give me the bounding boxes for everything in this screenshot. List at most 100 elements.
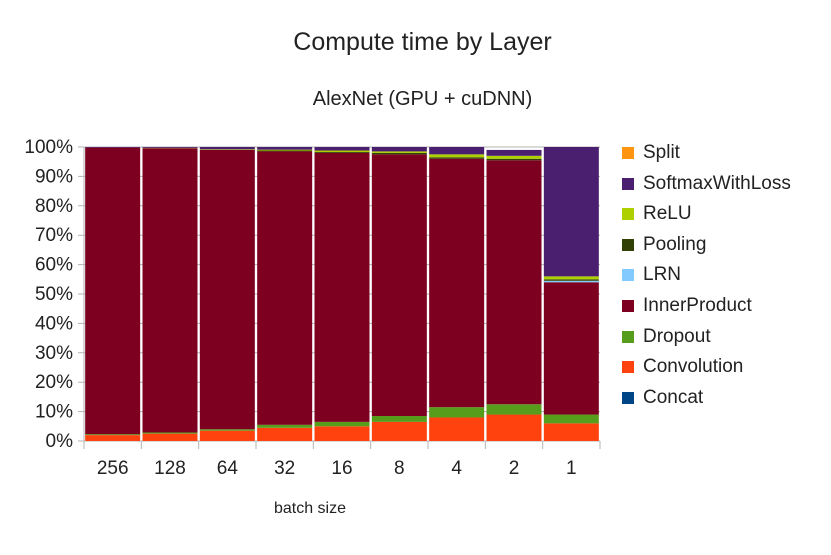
bar-convolution-8	[371, 421, 427, 441]
bar-convolution-64	[199, 430, 255, 441]
bar-dropout-8	[371, 416, 427, 422]
x-axis-label: batch size	[273, 500, 347, 517]
legend-label: Convolution	[643, 356, 744, 378]
y-tick-label: 90%	[35, 166, 73, 187]
bar-softmaxwithloss-4	[429, 147, 485, 155]
bar-convolution-16	[314, 426, 370, 441]
bar-innerproduct-64	[199, 149, 255, 430]
legend-item-innerproduct: InnerProduct	[622, 295, 752, 316]
legend-swatch	[622, 238, 634, 251]
legend-item-dropout: Dropout	[622, 325, 711, 347]
legend-item-pooling: Pooling	[622, 234, 706, 255]
bar-pooling-1	[543, 279, 599, 281]
y-tick-label: 20%	[35, 372, 73, 393]
x-tick-label: 32	[274, 458, 295, 479]
y-tick-label: 80%	[35, 196, 73, 217]
x-tick-label: 8	[394, 458, 405, 479]
bar-softmaxwithloss-1	[543, 147, 599, 277]
bar-dropout-4	[429, 407, 485, 418]
bar-lrn-1	[543, 280, 599, 283]
bar-softmaxwithloss-8	[371, 147, 427, 152]
y-tick-label: 10%	[35, 402, 73, 423]
chart-title: Compute time by Layer	[293, 28, 552, 56]
legend-item-lrn: LRN	[622, 264, 682, 286]
bar-innerproduct-8	[371, 154, 427, 417]
bar-relu-4	[429, 154, 485, 158]
bar-dropout-1	[543, 414, 599, 424]
bar-softmaxwithloss-16	[314, 147, 370, 151]
bar-pooling-4	[429, 157, 485, 159]
bar-convolution-2	[486, 414, 542, 441]
bar-innerproduct-256	[85, 147, 141, 435]
bar-convolution-128	[142, 433, 198, 441]
bar-innerproduct-128	[142, 148, 198, 433]
bar-dropout-64	[199, 429, 255, 431]
legend-item-softmaxwithloss: SoftmaxWithLoss	[622, 172, 791, 194]
bar-relu-32	[257, 149, 313, 151]
bar-relu-64	[199, 149, 255, 150]
bar-pooling-16	[314, 151, 370, 153]
x-tick-label: 16	[331, 458, 352, 479]
chart-subtitle: AlexNet (GPU + cuDNN)	[312, 88, 533, 110]
legend-swatch	[622, 208, 634, 221]
legend-item-concat: Concat	[622, 386, 704, 408]
legend-swatch	[622, 300, 634, 312]
bar-convolution-32	[257, 427, 313, 441]
x-tick-label: 4	[451, 458, 462, 479]
y-tick-label: 100%	[24, 137, 73, 158]
bar-relu-8	[371, 151, 427, 153]
x-tick-label: 64	[217, 458, 239, 479]
legend-swatch	[622, 177, 634, 190]
bar-dropout-32	[257, 424, 313, 428]
bar-softmaxwithloss-128	[142, 147, 198, 148]
legend-swatch	[622, 330, 634, 343]
bar-convolution-1	[543, 423, 599, 441]
x-tick-label: 2	[509, 458, 520, 479]
legend-label: Dropout	[643, 325, 711, 347]
y-tick-label: 70%	[35, 225, 73, 246]
legend-item-split: Split	[622, 142, 680, 163]
legend-label: Split	[643, 142, 680, 163]
y-tick-label: 0%	[46, 431, 74, 452]
legend-item-convolution: Convolution	[622, 356, 744, 378]
y-tick-label: 30%	[35, 343, 73, 364]
bar-pooling-2	[486, 158, 542, 161]
bar-relu-2	[486, 155, 542, 159]
bar-softmaxwithloss-2	[486, 149, 542, 156]
x-tick-label: 256	[97, 458, 129, 479]
bar-innerproduct-16	[314, 152, 370, 422]
bar-dropout-256	[85, 434, 141, 436]
legend-label: InnerProduct	[643, 295, 752, 316]
bar-dropout-128	[142, 432, 198, 434]
y-tick-label: 50%	[35, 284, 73, 305]
legend-label: LRN	[643, 264, 682, 286]
legend-swatch	[622, 391, 634, 404]
bar-innerproduct-1	[543, 282, 599, 415]
bar-dropout-2	[486, 404, 542, 415]
bar-convolution-4	[429, 417, 485, 441]
legend-label: ReLU	[643, 203, 692, 225]
legend-swatch	[622, 361, 634, 374]
legend-item-relu: ReLU	[622, 203, 692, 225]
legend-swatch	[622, 147, 634, 159]
bar-dropout-16	[314, 421, 370, 427]
bar-convolution-256	[85, 435, 141, 441]
bar-softmaxwithloss-256	[85, 147, 141, 148]
bar-innerproduct-2	[486, 160, 542, 405]
bar-pooling-8	[371, 152, 427, 155]
x-tick-label: 128	[154, 458, 186, 479]
legend-label: Concat	[643, 386, 704, 408]
legend-label: SoftmaxWithLoss	[643, 172, 791, 194]
x-tick-label: 1	[566, 458, 577, 479]
bar-innerproduct-32	[257, 151, 313, 425]
bar-softmaxwithloss-64	[199, 147, 255, 150]
bar-softmaxwithloss-32	[257, 147, 313, 150]
legend-swatch	[622, 269, 634, 282]
bar-innerproduct-4	[429, 158, 485, 408]
y-tick-label: 60%	[35, 255, 73, 276]
y-tick-label: 40%	[35, 313, 73, 334]
bar-pooling-32	[257, 150, 313, 152]
bar-relu-1	[543, 276, 599, 280]
